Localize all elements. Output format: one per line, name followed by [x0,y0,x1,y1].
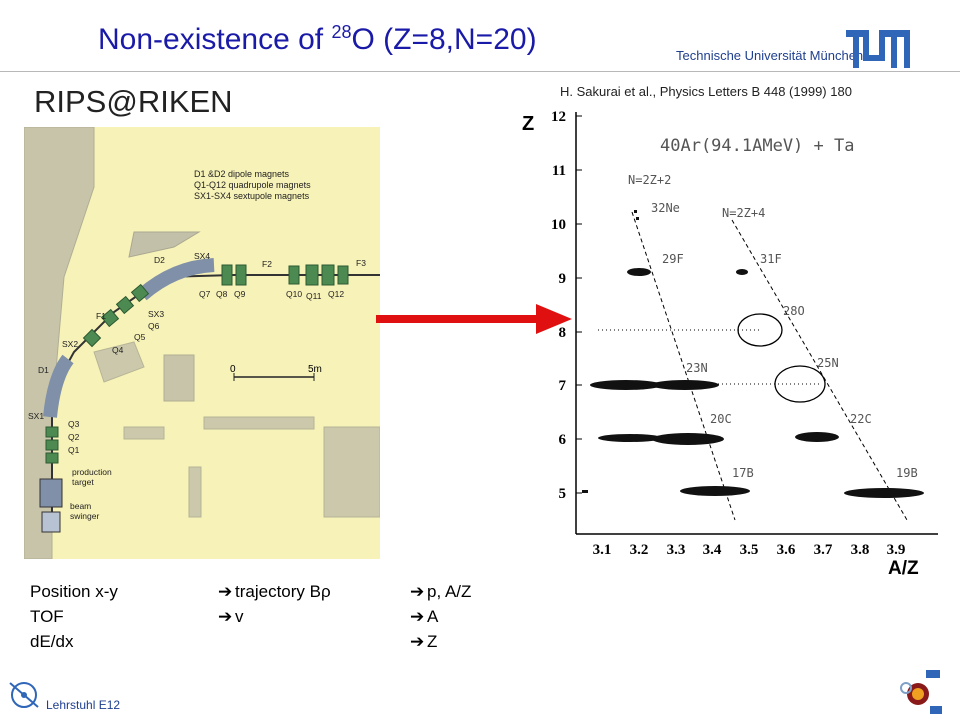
row-position-derived: trajectory Bρ [235,582,331,601]
header-divider [0,71,960,72]
label-q3: Q3 [68,419,80,429]
row-tof-measure: TOF [30,607,64,626]
arrow-right-icon: ➔ [218,582,233,601]
line-label-n2z4: N=2Z+4 [722,206,765,220]
row-dedx-result: Z [427,632,438,651]
red-arrow-icon [376,304,572,334]
label-sx3: SX3 [148,309,164,319]
x-tick-3.6: 3.6 [777,542,796,558]
rips-beamline-diagram: 0 5m D1 &D2 dipole magnets Q1-Q12 quadru… [24,127,380,559]
label-q4: Q4 [112,345,124,355]
label-sx1: SX1 [28,411,44,421]
x-tick-3.8: 3.8 [851,542,870,558]
label-q2: Q2 [68,432,80,442]
y-tick-8: 8 [559,325,567,341]
label-q11: Q11 [306,291,322,301]
reference-citation: H. Sakurai et al., Physics Letters B 448… [560,84,852,99]
label-f1: F1 [96,311,106,321]
isotope-19b: 19B [896,466,918,480]
x-tick-3.7: 3.7 [814,542,833,558]
particle-id-plot: 12 11 10 9 8 7 6 5 3.1 3.2 3.3 3.4 3.5 3… [522,109,948,579]
label-beam: beam [70,501,91,511]
isotope-31f: 31F [760,252,782,266]
isotope-22c: 22C [850,412,872,426]
label-d1: D1 [38,365,49,375]
label-q12: Q12 [328,289,344,299]
label-q5: Q5 [134,332,146,342]
x-tick-3.4: 3.4 [703,542,722,558]
y-tick-7: 7 [559,378,567,394]
arrow-right-icon: ➔ [410,582,425,601]
isotope-29f: 29F [662,252,684,266]
label-q1: Q1 [68,445,80,455]
label-target: target [72,477,94,487]
label-sx4: SX4 [194,251,210,261]
row-position-measure: Position x-y [30,582,118,601]
label-sx2: SX2 [62,339,78,349]
chair-name: Lehrstuhl E12 [46,698,120,712]
tum-logo [846,30,910,68]
y-tick-5: 5 [559,486,567,502]
y-tick-11: 11 [552,163,566,179]
x-tick-3.3: 3.3 [667,542,686,558]
row-tof-result: A [427,607,439,626]
row-tof-derived: v [235,607,244,626]
label-q8: Q8 [216,289,228,299]
reaction-label: 40Ar(94.1AMeV) + Ta [660,136,854,156]
x-tick-3.5: 3.5 [740,542,759,558]
y-axis-label: Z [522,113,534,135]
row-position-result: p, A/Z [427,582,472,601]
line-label-n2z2: N=2Z+2 [628,173,671,187]
scale-end: 5m [308,364,322,375]
arrow-right-icon: ➔ [410,607,425,626]
y-tick-10: 10 [551,217,566,233]
isotope-23n: 23N [686,361,708,375]
arrow-right-icon: ➔ [410,632,425,651]
scale-start: 0 [230,364,236,375]
y-tick-9: 9 [559,271,567,287]
lehrstuhl-e12-logo: Lehrstuhl E12 [9,682,120,712]
label-d2: D2 [154,255,165,265]
label-q9: Q9 [234,289,246,299]
legend-sextupoles: SX1-SX4 sextupole magnets [194,191,310,201]
isotope-17b: 17B [732,466,754,480]
label-q10: Q10 [286,289,302,299]
isotope-32ne: 32Ne [651,201,680,215]
label-q7: Q7 [199,289,211,299]
isotope-28o: 28O [783,304,805,318]
subtitle: RIPS@RIKEN [34,84,233,119]
slide-title: Non-existence of 28O (Z=8,N=20) [98,22,537,56]
legend-dipoles: D1 &D2 dipole magnets [194,169,290,179]
label-f3: F3 [356,258,366,268]
label-production: production [72,467,112,477]
isotope-25n: 25N [817,356,839,370]
legend-quadrupoles: Q1-Q12 quadrupole magnets [194,180,311,190]
arrow-right-icon: ➔ [218,607,233,626]
tum-badge-icon [900,670,942,714]
y-tick-12: 12 [551,109,566,125]
label-f2: F2 [262,259,272,269]
label-q6: Q6 [148,321,160,331]
label-swinger: swinger [70,511,99,521]
row-dedx-measure: dE/dx [30,632,74,651]
x-axis-label: A/Z [888,558,919,579]
x-tick-3.2: 3.2 [630,542,649,558]
x-tick-3.9: 3.9 [887,542,906,558]
university-name: Technische Universität München [676,48,864,63]
x-tick-3.1: 3.1 [593,542,612,558]
isotope-20c: 20C [710,412,732,426]
y-tick-6: 6 [559,432,567,448]
